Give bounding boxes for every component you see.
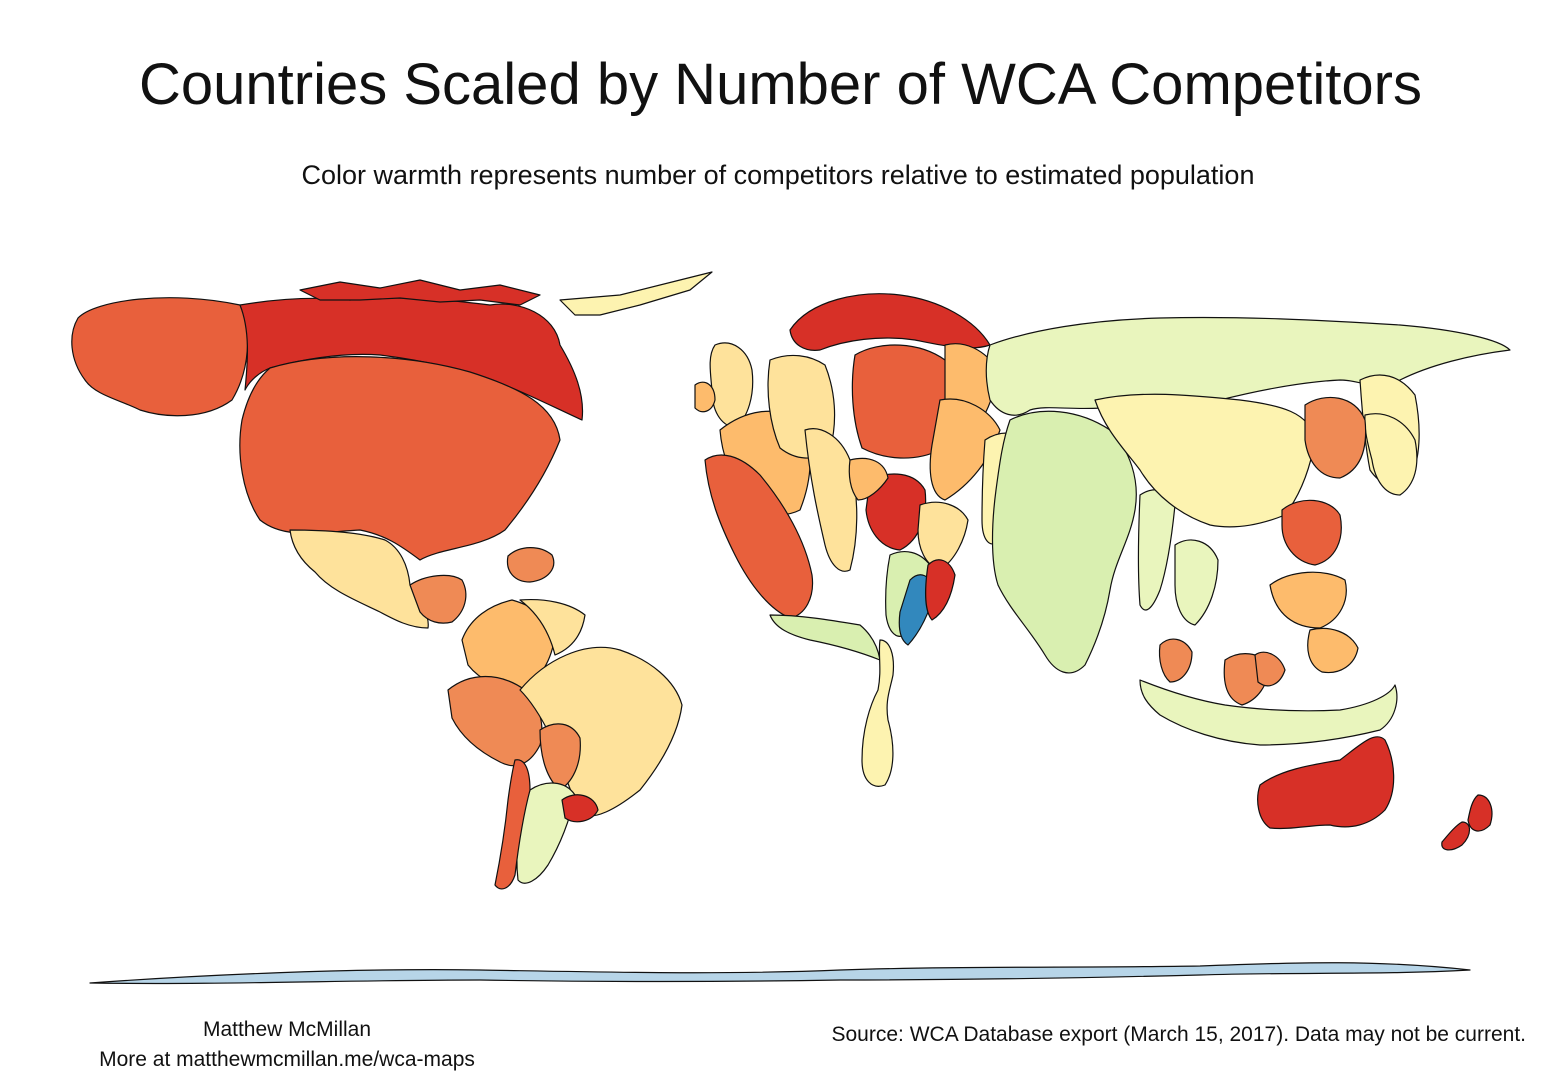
region-iran (925, 559, 956, 621)
region-scandinavia (789, 293, 991, 351)
region-antarctica (89, 962, 1471, 985)
region-sulawesi (1254, 651, 1286, 687)
region-ireland (694, 381, 716, 413)
region-usa (239, 356, 561, 561)
region-philippines (1269, 571, 1347, 629)
credit-block: Matthew McMillan More at matthewmcmillan… (62, 1015, 512, 1075)
cartogram-map (71, 271, 1511, 985)
region-alaska (71, 297, 249, 417)
region-uruguay (561, 794, 599, 823)
region-greenland (559, 271, 713, 316)
region-vietnam (1174, 539, 1219, 626)
region-north-africa (769, 614, 881, 661)
region-canada-islands (299, 279, 541, 306)
region-chile (494, 759, 531, 890)
more-link[interactable]: More at matthewmcmillan.me/wca-maps (99, 1048, 475, 1071)
region-malaysia (1158, 638, 1193, 683)
map-subtitle: Color warmth represents number of compet… (301, 160, 1255, 190)
region-new-zealand (1467, 794, 1493, 832)
region-italy (804, 428, 858, 572)
region-balkans (848, 457, 889, 501)
region-caribbean (506, 547, 555, 583)
region-venezuela (519, 598, 586, 656)
region-africa (861, 639, 895, 787)
region-taiwan (1281, 499, 1342, 566)
region-korea (1304, 396, 1367, 479)
region-new-zealand-south (1441, 821, 1471, 851)
region-iberia (704, 454, 814, 619)
region-mexico (289, 529, 429, 629)
region-japan (1364, 413, 1418, 496)
region-se-asia (1137, 489, 1176, 611)
region-india (991, 410, 1137, 674)
region-australia (1257, 736, 1395, 830)
map-title: Countries Scaled by Number of WCA Compet… (139, 52, 1422, 117)
region-philippines-south (1307, 627, 1359, 674)
source-note: Source: WCA Database export (March 15, 2… (831, 1023, 1527, 1046)
region-central-america (409, 574, 467, 624)
region-turkey (917, 501, 969, 571)
region-indonesia (1139, 679, 1398, 746)
region-bolivia (539, 723, 581, 791)
region-ukraine (929, 398, 1001, 501)
region-peru (447, 675, 543, 767)
author-name: Matthew McMillan (202, 1018, 372, 1041)
